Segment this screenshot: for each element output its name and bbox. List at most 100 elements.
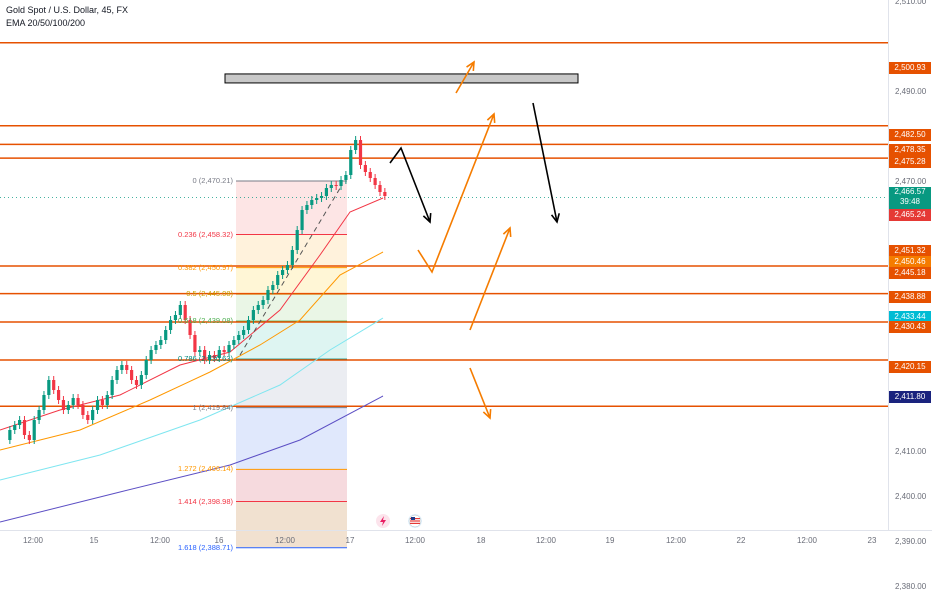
candle-body: [383, 192, 387, 196]
ema-100-line: [0, 317, 384, 481]
indicator-label[interactable]: EMA 20/50/100/200: [6, 18, 86, 28]
candle-body: [47, 380, 51, 395]
flash-icon[interactable]: [376, 514, 390, 528]
candle-body: [86, 415, 90, 420]
candle-body: [222, 350, 226, 352]
bar-countdown: 39:48: [899, 197, 921, 206]
time-axis[interactable]: [0, 530, 932, 551]
arrow-rally-up: [469, 227, 511, 331]
time-tick: 22: [736, 536, 746, 545]
time-tick: 18: [476, 536, 486, 545]
time-tick: 12:00: [274, 536, 296, 545]
time-tick: 23: [867, 536, 877, 545]
arrow-rally-up-head: [502, 226, 512, 238]
price-axis[interactable]: [888, 0, 932, 530]
fib-label: 0.382 (2,450.97): [177, 262, 233, 272]
price-tag: 2,420.15: [889, 361, 931, 373]
candle-body: [188, 320, 192, 335]
current-price-value: 2,466.57: [894, 187, 926, 196]
fib-label: 0.618 (2,439.08): [177, 316, 233, 326]
candle-body: [105, 395, 109, 405]
price-tick: 2,380.00: [895, 581, 927, 591]
arrow-rejection-down: [389, 146, 431, 223]
candle-body: [27, 435, 31, 440]
candle-body: [237, 335, 241, 340]
candle-body: [193, 335, 197, 352]
legend: Gold Spot / U.S. Dollar, 45, FX EMA 20/5…: [6, 4, 128, 30]
candle-body: [329, 185, 333, 188]
time-tick: 19: [605, 536, 615, 545]
candle-body: [276, 275, 280, 285]
candle-body: [144, 360, 148, 375]
candle-body: [37, 410, 41, 420]
price-tick: 2,390.00: [895, 536, 927, 546]
candle-body: [164, 330, 168, 340]
candle-body: [81, 405, 85, 415]
price-tag: 2,445.18: [889, 267, 931, 279]
chart-area[interactable]: [0, 0, 932, 550]
price-chart-svg[interactable]: [0, 0, 932, 550]
candle-body: [363, 165, 367, 172]
candle-body: [198, 350, 202, 352]
arrow-drop-down: [532, 102, 558, 223]
time-tick: 12:00: [404, 536, 426, 545]
candle-body: [66, 405, 70, 410]
candle-body: [261, 300, 265, 305]
candle-body: [173, 315, 178, 320]
arrow-bounce-up-head: [486, 112, 496, 124]
time-tick: 12:00: [535, 536, 557, 545]
candle-body: [61, 400, 66, 410]
price-tag: 2,475.28: [889, 156, 931, 168]
fib-label: 0 (2,470.21): [192, 176, 233, 185]
fib-zone: [236, 267, 347, 295]
us-flag-icon[interactable]: [408, 514, 422, 528]
price-tag: 2,411.80: [889, 391, 931, 403]
candle-body: [42, 395, 46, 410]
candle-body: [266, 290, 270, 300]
candle-body: [354, 140, 358, 150]
candle-body: [183, 305, 187, 320]
fib-zone: [236, 469, 347, 502]
arrow-drop-down-head: [550, 213, 561, 224]
candle-body: [378, 185, 382, 192]
candle-body: [207, 355, 212, 360]
candle-body: [120, 365, 124, 370]
candle-body: [300, 210, 304, 230]
fib-zone: [236, 407, 347, 470]
fib-zone: [236, 501, 347, 548]
price-tick: 2,510.00: [895, 0, 927, 6]
candle-body: [203, 350, 207, 360]
ema-price-tag: 2,465.24: [889, 209, 931, 221]
fib-zone: [236, 181, 347, 235]
trend-dashed-line: [239, 184, 343, 356]
candle-body: [368, 172, 372, 178]
time-tick: 12:00: [22, 536, 44, 545]
candle-body: [159, 340, 163, 345]
candle-body: [134, 380, 139, 385]
candle-body: [8, 430, 12, 440]
time-tick: 17: [345, 536, 355, 545]
candle-body: [256, 305, 260, 310]
fib-label: 1 (2,419.84): [192, 402, 233, 412]
candle-body: [227, 345, 231, 352]
ema-50-line: [0, 251, 384, 451]
price-tag: 2,438.88: [889, 291, 931, 303]
candle-body: [246, 320, 251, 330]
candle-body: [305, 205, 309, 210]
candle-body: [139, 375, 143, 385]
candle-body: [91, 410, 95, 420]
fib-zone: [236, 321, 347, 360]
arrow-bounce-up: [417, 113, 495, 274]
candle-body: [349, 150, 353, 175]
price-tick: 2,490.00: [895, 86, 927, 96]
candle-body: [334, 185, 338, 186]
time-tick: 16: [214, 536, 224, 545]
price-tag: 2,451.32: [889, 245, 931, 257]
arrow-breakout-up-head: [466, 60, 475, 72]
arrow-breakout-up: [455, 61, 475, 94]
fib-label: 0.236 (2,458.32): [177, 229, 233, 239]
candle-body: [319, 196, 324, 198]
candle-body: [339, 180, 343, 186]
candle-body: [32, 420, 36, 440]
symbol-title[interactable]: Gold Spot / U.S. Dollar, 45, FX: [6, 5, 129, 15]
